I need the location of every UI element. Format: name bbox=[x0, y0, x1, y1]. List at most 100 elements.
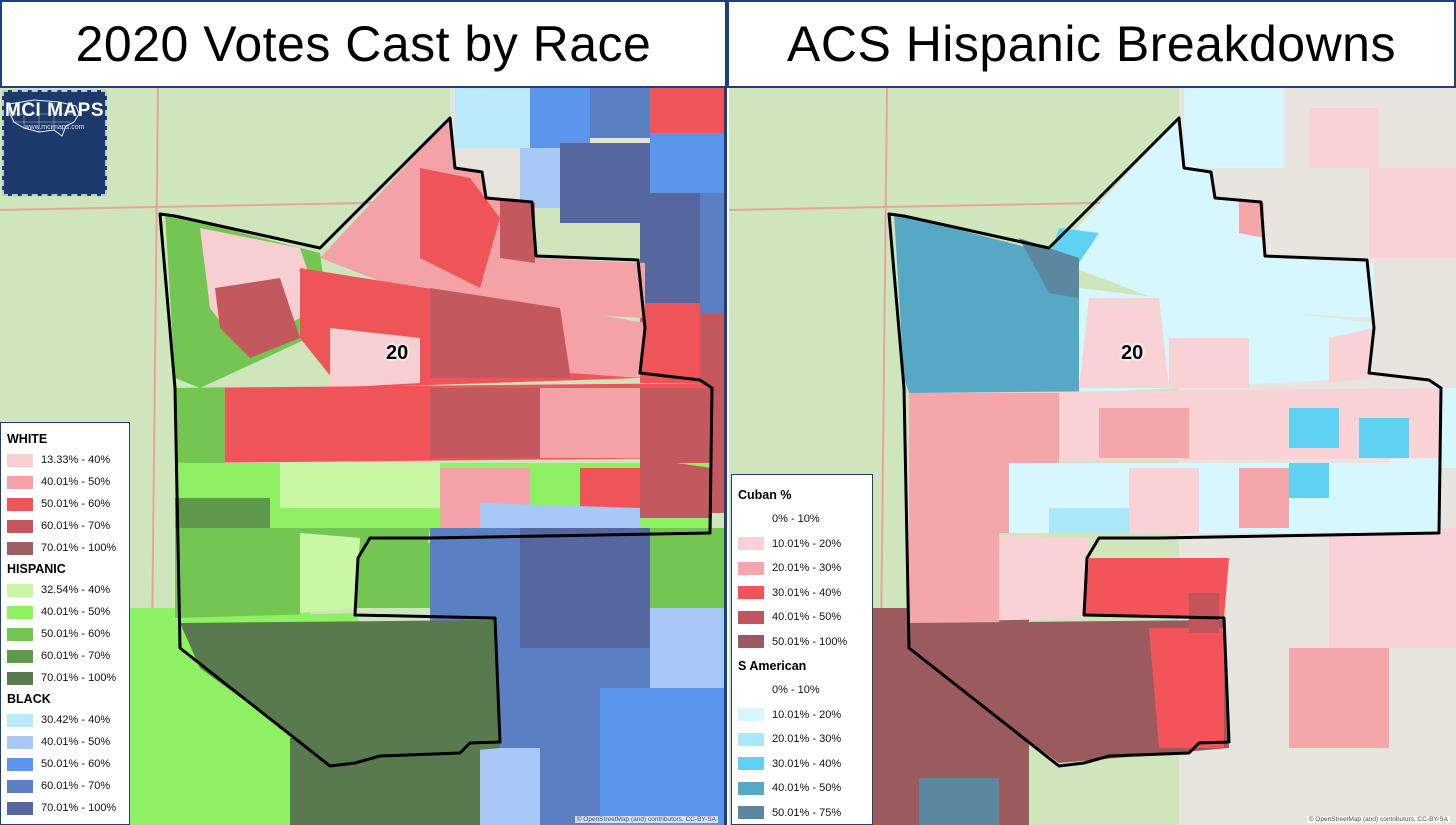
legend-swatch bbox=[738, 586, 764, 600]
legend-swatch bbox=[738, 683, 764, 697]
legend-group-title: BLACK bbox=[7, 692, 51, 706]
legend-item: 30.42% - 40% bbox=[7, 709, 129, 731]
district-20-label: 20 bbox=[386, 342, 409, 364]
legend-swatch bbox=[738, 561, 764, 575]
legend-swatch bbox=[738, 708, 764, 722]
right-map-canvas bbox=[729, 88, 1456, 825]
legend-item: 40.01% - 50% bbox=[7, 601, 129, 623]
legend-swatch bbox=[7, 671, 33, 685]
legend-item: 50.01% - 60% bbox=[7, 753, 129, 775]
legend-item-label: 60.01% - 70% bbox=[41, 780, 111, 792]
legend-item-label: 70.01% - 100% bbox=[41, 802, 117, 814]
legend-item-label: 0% - 10% bbox=[772, 513, 820, 526]
legend-item: 30.01% - 40% bbox=[738, 581, 872, 606]
legend-item-label: 50.01% - 60% bbox=[41, 628, 111, 640]
legend-swatch bbox=[7, 519, 33, 533]
right-map-panel[interactable]: 20 Cuban % 0% - 10% 10.01% - 20% 20.01% - 3… bbox=[729, 88, 1456, 825]
legend-swatch bbox=[738, 537, 764, 551]
legend-swatch bbox=[738, 610, 764, 624]
legend-item: 20.01% - 30% bbox=[738, 556, 872, 581]
mci-maps-logo: MCI MAPS www.mcimaps.com bbox=[2, 90, 107, 196]
legend-swatch bbox=[7, 735, 33, 749]
legend-item-label: 13.33% - 40% bbox=[41, 454, 111, 466]
legend-swatch bbox=[7, 541, 33, 555]
legend-item-label: 50.01% - 60% bbox=[41, 498, 111, 510]
legend-item: 60.01% - 70% bbox=[7, 775, 129, 797]
legend-item-label: 40.01% - 50% bbox=[41, 606, 111, 618]
right-panel-title: ACS Hispanic Breakdowns bbox=[787, 16, 1396, 72]
legend-race: WHITE 13.33% - 40% 40.01% - 50% 50.01% - 60… bbox=[0, 422, 130, 825]
legend-item: 70.01% - 100% bbox=[7, 797, 129, 819]
legend-swatch bbox=[738, 635, 764, 649]
legend-item-label: 32.54% - 40% bbox=[41, 584, 111, 596]
legend-item-label: 10.01% - 20% bbox=[772, 537, 842, 550]
legend-item: 50.01% - 60% bbox=[7, 493, 129, 515]
legend-item: 0% - 10% bbox=[738, 507, 872, 532]
us-map-icon bbox=[8, 99, 80, 137]
legend-item: 40.01% - 50% bbox=[7, 731, 129, 753]
left-map-canvas bbox=[0, 88, 724, 825]
legend-swatch bbox=[7, 627, 33, 641]
legend-item-label: 40.01% - 50% bbox=[41, 736, 111, 748]
legend-swatch bbox=[738, 781, 764, 795]
legend-item-label: 30.01% - 40% bbox=[772, 757, 842, 770]
legend-item: 50.01% - 100% bbox=[738, 630, 872, 655]
legend-group-title: S American bbox=[738, 659, 807, 673]
legend-item: 30.01% - 40% bbox=[738, 752, 872, 777]
legend-item-label: 50.01% - 100% bbox=[772, 635, 848, 648]
legend-item: 40.01% - 50% bbox=[738, 605, 872, 630]
legend-item: 40.01% - 50% bbox=[7, 471, 129, 493]
legend-hispanic: Cuban % 0% - 10% 10.01% - 20% 20.01% - 30% 3… bbox=[731, 474, 873, 825]
legend-item: 32.54% - 40% bbox=[7, 579, 129, 601]
legend-item-label: 70.01% - 100% bbox=[41, 542, 117, 554]
legend-item: 50.01% - 60% bbox=[7, 623, 129, 645]
left-panel-header: 2020 Votes Cast by Race bbox=[0, 0, 727, 88]
legend-item-label: 0% - 10% bbox=[772, 684, 820, 697]
legend-item-label: 60.01% - 70% bbox=[41, 650, 111, 662]
left-panel-title: 2020 Votes Cast by Race bbox=[75, 16, 652, 72]
legend-item-label: 30.42% - 40% bbox=[41, 714, 111, 726]
legend-item: 70.01% - 100% bbox=[7, 667, 129, 689]
legend-item: 10.01% - 20% bbox=[738, 703, 872, 728]
legend-group-title: HISPANIC bbox=[7, 562, 66, 576]
legend-item: 40.01% - 50% bbox=[738, 776, 872, 801]
legend-swatch bbox=[738, 757, 764, 771]
legend-item-label: 60.01% - 70% bbox=[41, 520, 111, 532]
legend-item-label: 40.01% - 50% bbox=[41, 476, 111, 488]
legend-item: 50.01% - 75% bbox=[738, 801, 872, 825]
legend-item-label: 40.01% - 50% bbox=[772, 611, 842, 624]
legend-swatch bbox=[7, 801, 33, 815]
legend-swatch bbox=[7, 779, 33, 793]
legend-item-label: 10.01% - 20% bbox=[772, 708, 842, 721]
right-panel-header: ACS Hispanic Breakdowns bbox=[727, 0, 1456, 88]
legend-item: 10.01% - 20% bbox=[738, 532, 872, 557]
legend-item-label: 70.01% - 100% bbox=[41, 672, 117, 684]
legend-item: 13.33% - 40% bbox=[7, 449, 129, 471]
legend-item: 70.01% - 100% bbox=[7, 537, 129, 559]
left-map-panel[interactable]: 20 MCI MAPS www.mcimaps.com WHITE 13.33% … bbox=[0, 88, 727, 825]
legend-swatch bbox=[738, 806, 764, 820]
map-attribution[interactable]: © OpenStreetMap (and) contributors, CC-B… bbox=[574, 816, 718, 823]
legend-item-label: 20.01% - 30% bbox=[772, 733, 842, 746]
legend-swatch bbox=[7, 583, 33, 597]
legend-item: 60.01% - 70% bbox=[7, 515, 129, 537]
legend-item: 0% - 10% bbox=[738, 678, 872, 703]
legend-item: 60.01% - 70% bbox=[7, 645, 129, 667]
legend-item-label: 30.01% - 40% bbox=[772, 586, 842, 599]
legend-swatch bbox=[7, 605, 33, 619]
legend-group-title: Cuban % bbox=[738, 488, 792, 502]
legend-swatch bbox=[738, 732, 764, 746]
legend-swatch bbox=[7, 757, 33, 771]
legend-swatch bbox=[7, 713, 33, 727]
legend-swatch bbox=[7, 475, 33, 489]
legend-group-title: WHITE bbox=[7, 432, 48, 446]
legend-item-label: 20.01% - 30% bbox=[772, 562, 842, 575]
legend-item-label: 50.01% - 60% bbox=[41, 758, 111, 770]
legend-item-label: 40.01% - 50% bbox=[772, 782, 842, 795]
legend-item: 20.01% - 30% bbox=[738, 727, 872, 752]
legend-swatch bbox=[7, 497, 33, 511]
map-attribution-right[interactable]: © OpenStreetMap (and) contributors, CC-B… bbox=[1306, 816, 1450, 823]
legend-item-label: 50.01% - 75% bbox=[772, 806, 842, 819]
legend-swatch bbox=[7, 453, 33, 467]
legend-swatch bbox=[738, 512, 764, 526]
